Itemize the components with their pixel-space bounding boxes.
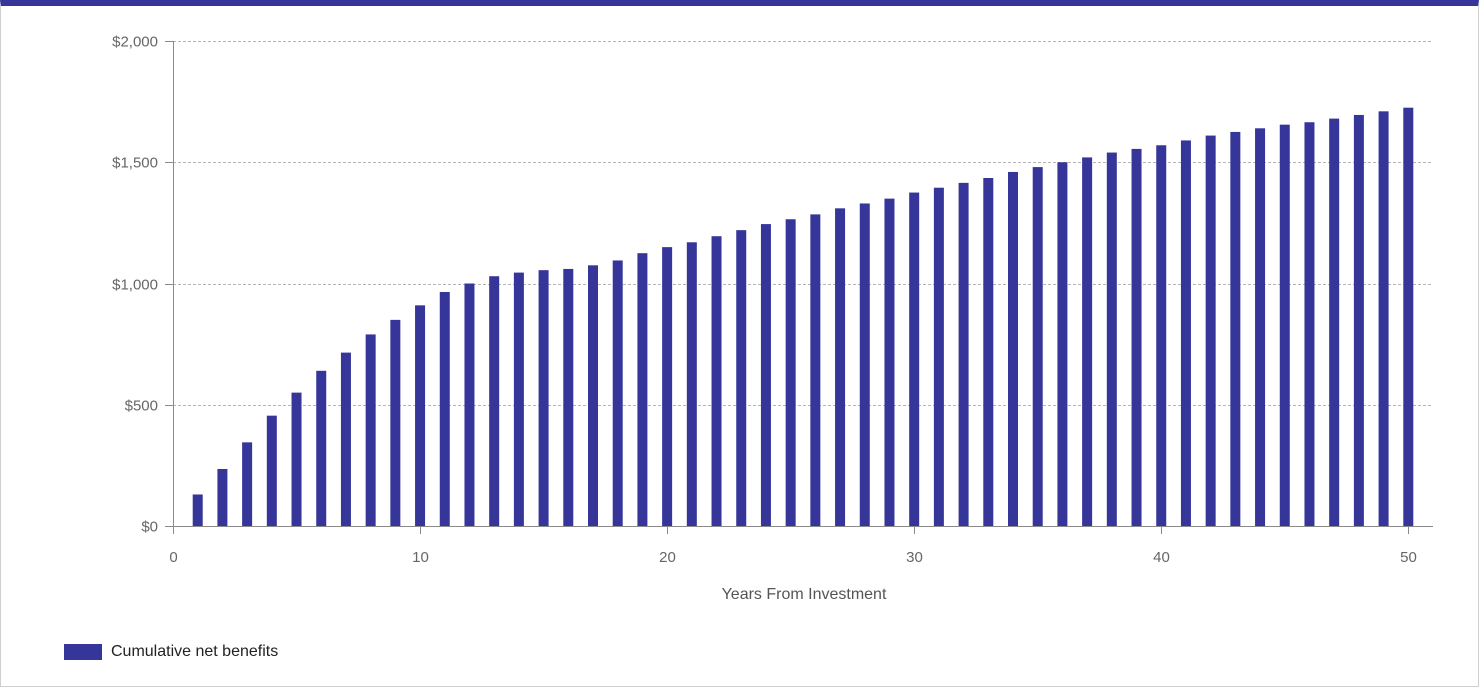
bar[interactable] [859,203,870,526]
y-tick-label: $500 [125,398,158,415]
bar[interactable] [291,392,302,527]
bar[interactable] [835,208,846,526]
bar[interactable] [1279,124,1290,526]
bar[interactable] [612,260,623,526]
bar[interactable] [662,247,673,527]
bar[interactable] [192,494,203,526]
y-tick-label: $0 [141,519,158,536]
bar[interactable] [588,265,598,526]
bar[interactable] [316,370,327,526]
bar[interactable] [711,236,722,526]
bar[interactable] [1378,111,1389,526]
legend-label: Cumulative net benefits [111,643,279,660]
bar[interactable] [1329,118,1340,526]
bar[interactable] [760,224,771,526]
bar[interactable] [1008,171,1018,526]
bar[interactable] [1082,157,1093,526]
x-tick-label: 30 [906,549,923,566]
bar[interactable] [1403,107,1414,526]
axes [165,41,1433,534]
bar[interactable] [810,214,821,526]
bar[interactable] [266,415,277,526]
bar[interactable] [390,319,401,527]
bars [192,107,1414,527]
bar[interactable] [785,219,796,527]
bar[interactable] [439,291,450,526]
x-tick-label: 20 [659,549,676,566]
bar[interactable] [365,334,376,526]
bar[interactable] [1304,122,1315,527]
bar[interactable] [1180,140,1191,527]
bar[interactable] [217,469,228,526]
bar[interactable] [1057,162,1068,526]
bar[interactable] [1255,128,1266,527]
legend-swatch [64,644,102,660]
bar[interactable] [340,352,351,526]
y-tick-label: $1,000 [112,277,158,294]
bar[interactable] [1230,131,1241,526]
x-axis-title: Years From Investment [722,586,887,603]
bar[interactable] [884,198,895,527]
legend[interactable]: Cumulative net benefits [64,641,278,663]
bar[interactable] [637,253,648,526]
y-tick-label: $1,500 [112,155,158,172]
x-tick-label: 40 [1153,549,1170,566]
bar[interactable] [513,272,524,526]
bar[interactable] [1131,148,1142,526]
bar[interactable] [242,442,253,526]
bar[interactable] [1032,167,1043,526]
gridlines [173,41,1433,406]
bar[interactable] [1156,145,1167,526]
bar[interactable] [464,283,475,527]
bar[interactable] [686,242,697,526]
x-tick-label: 50 [1400,549,1417,566]
y-tick-label: $2,000 [112,34,158,51]
bar[interactable] [415,305,426,526]
x-tick-label: 0 [169,549,177,566]
tick-labels: $0 $500 $1,000 $1,500 $2,000 0 10 20 30 40 50 [112,34,1417,567]
bar[interactable] [563,268,574,526]
bar[interactable] [1353,114,1364,527]
bar[interactable] [1205,135,1216,526]
bar[interactable] [1106,152,1117,527]
bar[interactable] [958,182,969,527]
x-tick-label: 10 [412,549,429,566]
bar[interactable] [983,178,994,526]
bar[interactable] [736,230,747,526]
bar[interactable] [909,192,920,526]
bar[interactable] [933,187,944,526]
bar[interactable] [538,270,549,526]
bar[interactable] [489,276,500,526]
